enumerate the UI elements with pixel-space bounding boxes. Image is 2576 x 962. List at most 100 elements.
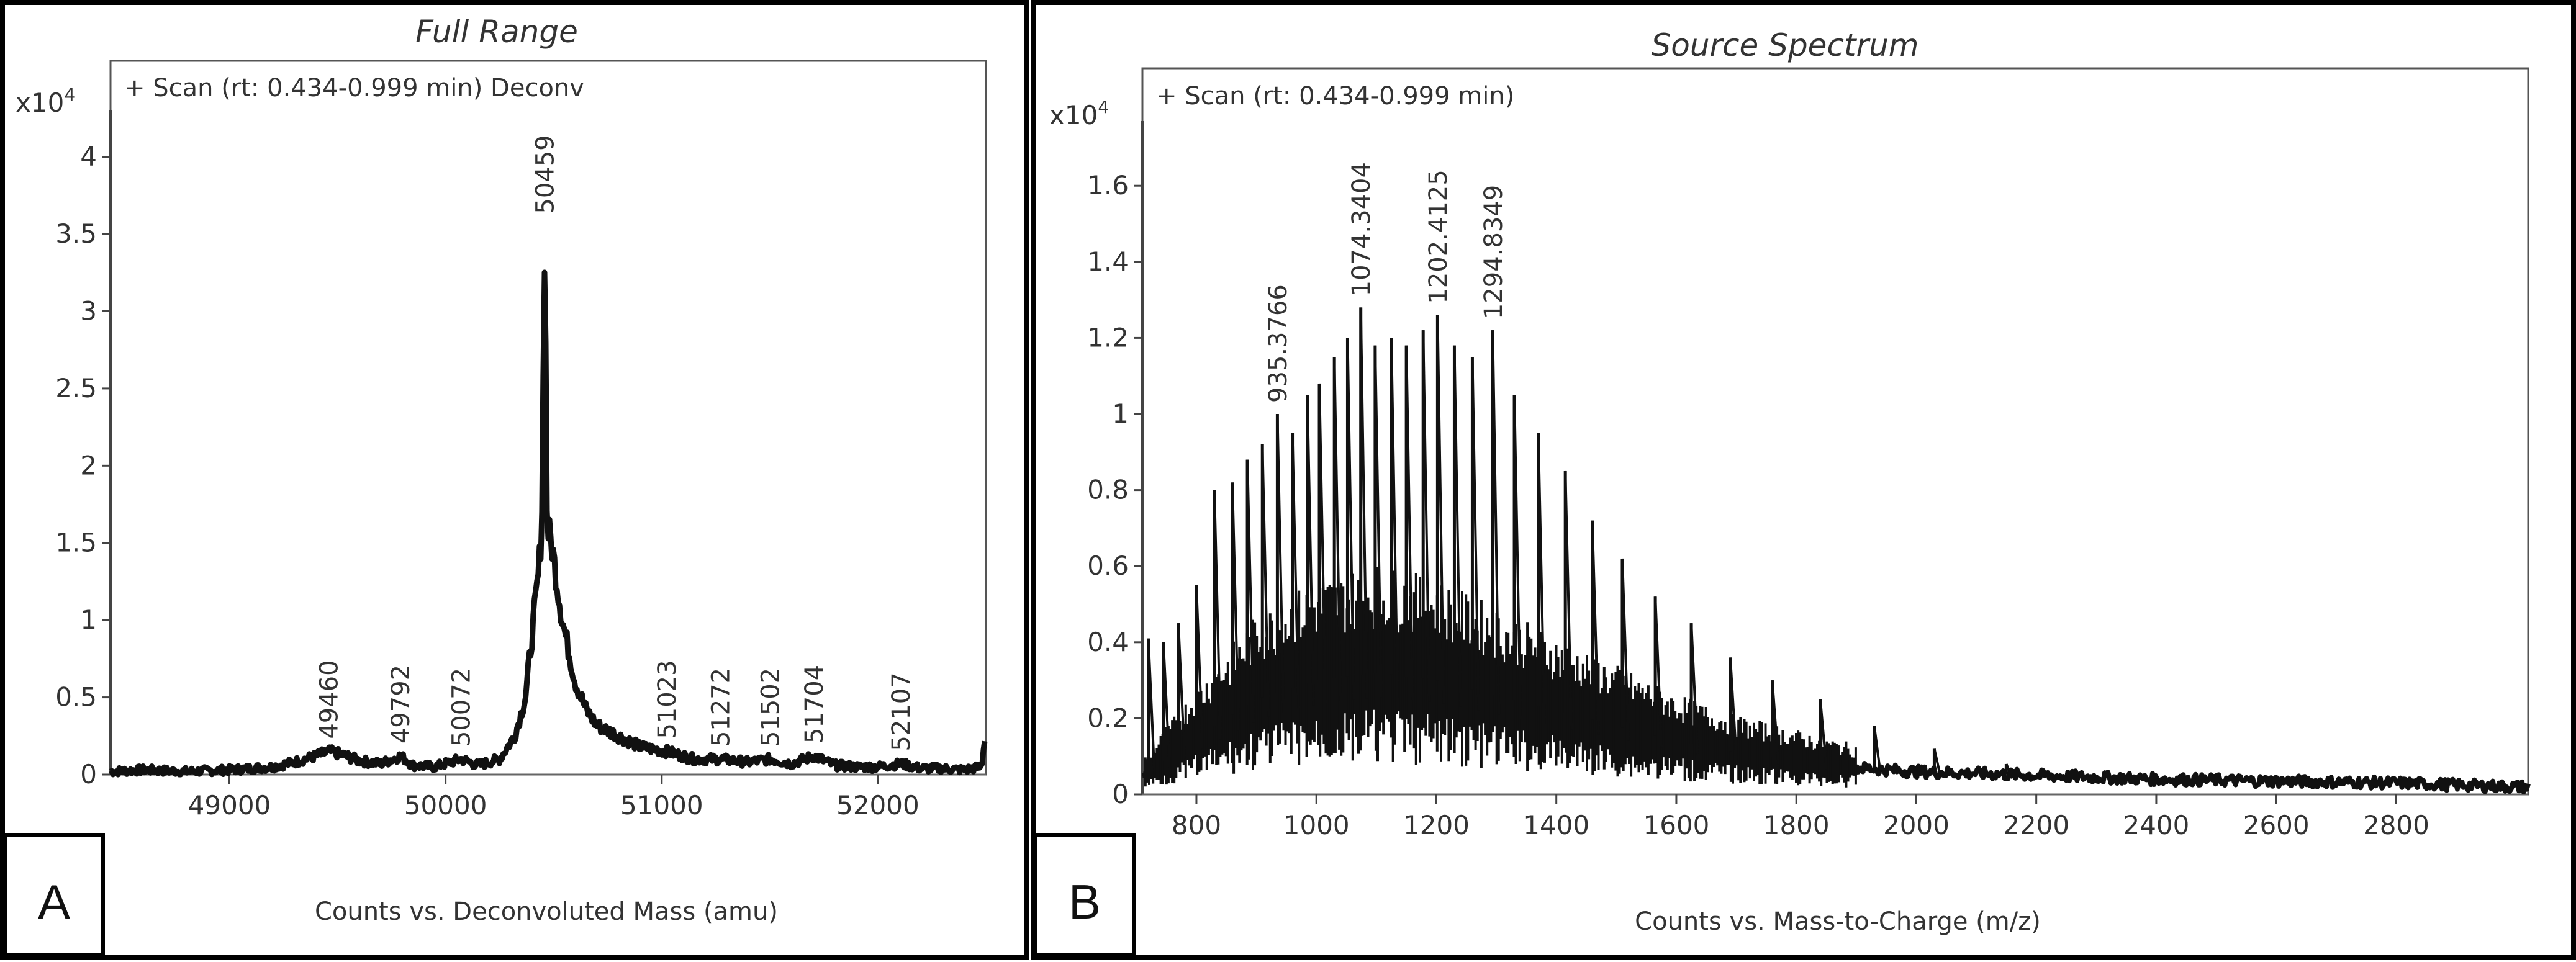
b-peak-label: 1074.3404 <box>1347 162 1376 296</box>
b-peak-label: 1294.8349 <box>1480 185 1508 319</box>
a-peak-label: 51023 <box>653 660 682 739</box>
a-peak-label: 49792 <box>387 665 415 744</box>
panel-b-peak-tail <box>1690 623 1699 755</box>
b-x-tick-label: 2200 <box>2003 810 2069 840</box>
b-y-tick-label: 1.6 <box>1087 170 1129 200</box>
b-x-tick-label: 2400 <box>2123 810 2189 840</box>
panel-b-peak-tail <box>1654 596 1663 748</box>
panel-b-peak-tail <box>1564 470 1573 730</box>
b-x-tick-label: 1600 <box>1643 810 1710 840</box>
panel-b-peak-tail <box>2005 763 2014 780</box>
panel-b-peak-tail <box>1318 383 1327 703</box>
panel-a-letter: A <box>38 874 70 929</box>
panel-a-y-multiplier-base: x10 <box>16 88 64 118</box>
panel-b-peak-tail <box>1471 357 1480 711</box>
panel-b-scan-label: + Scan (rt: 0.434-0.999 min) <box>1156 82 1514 110</box>
panel-a-x-axis-label: Counts vs. Deconvoluted Mass (amu) <box>315 897 778 926</box>
panel-b-peak-tail <box>1231 482 1240 731</box>
panel-b-peak-tail <box>1246 459 1255 723</box>
a-y-tick-label: 2.5 <box>55 373 97 403</box>
b-y-tick-label: 0 <box>1112 779 1129 809</box>
b-x-tick-label: 1200 <box>1403 810 1470 840</box>
b-x-tick-label: 800 <box>1172 810 1221 840</box>
a-x-tick-label: 51000 <box>620 790 703 820</box>
panel-b-peak-tail <box>1177 623 1186 759</box>
panel-b-peak-tail <box>1453 345 1462 707</box>
panel-b-peak-tail <box>1373 345 1383 698</box>
panel-b-peak-tail <box>1195 585 1204 749</box>
b-x-tick-label: 2800 <box>2363 810 2429 840</box>
panel-b-peak-tail <box>1261 444 1270 717</box>
panel-b-peak-tail <box>1491 330 1501 715</box>
panel-a-y-exponent: 4 <box>64 84 75 105</box>
panel-b-peak-tail <box>2095 774 2104 782</box>
panel-b-peak-tail <box>1933 748 1942 777</box>
panel-b-title: Source Spectrum <box>1651 27 1918 63</box>
panel-b: Source Spectrum + Scan (rt: 0.434-0.999 … <box>1034 27 2531 957</box>
b-y-tick-label: 0.6 <box>1087 551 1129 581</box>
panel-b-peak-tail <box>1819 699 1828 770</box>
panel-b-peak-tail <box>1359 307 1368 699</box>
a-y-tick-label: 1 <box>80 605 97 635</box>
panel-b-peak-tail <box>1620 558 1630 741</box>
panel-b-y-exponent: 4 <box>1098 97 1109 117</box>
b-y-tick-label: 1.4 <box>1087 246 1129 277</box>
panel-b-peak-tail <box>1436 315 1445 704</box>
b-y-tick-label: 1 <box>1112 398 1129 429</box>
panel-a: Full Range + Scan (rt: 0.434-0.999 min) … <box>3 14 988 957</box>
panel-b-letter-box <box>1034 833 1136 957</box>
panel-a-y-multiplier: x104 <box>16 84 75 118</box>
panel-b-peak-tail <box>1306 395 1315 706</box>
panel-b-peak-tail <box>1276 413 1285 713</box>
a-peak-label: 51502 <box>757 668 785 747</box>
a-y-tick-label: 0 <box>80 759 97 789</box>
panel-b-peak-tail <box>1147 638 1156 776</box>
panel-a-title: Full Range <box>415 14 578 50</box>
b-x-tick-label: 1000 <box>1283 810 1350 840</box>
b-x-tick-label: 1800 <box>1763 810 1830 840</box>
a-peak-label: 51272 <box>707 668 735 747</box>
panel-b-peak-tail <box>1346 338 1355 700</box>
panel-b-peak-tail <box>1771 680 1780 765</box>
a-peak-label: 51704 <box>800 665 829 744</box>
a-x-tick-label: 52000 <box>836 790 920 820</box>
panel-b-x-axis-label: Counts vs. Mass-to-Charge (m/z) <box>1635 907 2041 936</box>
panel-a-letter-box <box>3 833 105 957</box>
b-y-tick-label: 0.8 <box>1087 475 1129 505</box>
panel-b-frame <box>1031 0 2576 960</box>
a-y-tick-label: 3 <box>80 295 97 326</box>
panel-b-peak-tail <box>1291 433 1300 709</box>
panel-b-y-multiplier: x104 <box>1049 97 1109 130</box>
panel-b-letter: B <box>1069 874 1101 929</box>
panel-b-peak-tail <box>1873 726 1882 775</box>
panel-b-peak-tail <box>1729 657 1738 760</box>
panel-a-spectrum-line <box>109 269 988 778</box>
panel-b-peak-tail <box>1405 345 1414 701</box>
a-peak-label: 50459 <box>531 135 559 214</box>
a-x-tick-label: 50000 <box>404 790 487 820</box>
panel-b-peak-tail <box>1513 395 1522 719</box>
b-peak-label: 1202.4125 <box>1424 169 1453 303</box>
a-y-tick-label: 4 <box>80 142 97 172</box>
panel-b-peak-tail <box>1591 520 1600 735</box>
panel-b-peak-tail <box>1390 338 1399 699</box>
a-y-tick-label: 3.5 <box>55 218 97 249</box>
b-x-tick-label: 1400 <box>1523 810 1589 840</box>
panel-b-peak-tail <box>1162 642 1171 768</box>
a-peak-label: 50072 <box>448 668 476 747</box>
panel-a-frame <box>0 0 1029 960</box>
b-x-tick-label: 2000 <box>1883 810 1950 840</box>
panel-b-peak-tail <box>1537 433 1546 724</box>
panel-b-peak-tail <box>1213 490 1222 740</box>
a-y-tick-label: 1.5 <box>55 528 97 558</box>
b-peak-label: 935.3766 <box>1264 284 1293 403</box>
panel-b-peak-tail <box>1422 330 1431 702</box>
b-y-tick-label: 0.2 <box>1087 703 1129 733</box>
a-peak-label: 52107 <box>887 672 916 751</box>
a-x-tick-label: 49000 <box>188 790 271 820</box>
b-y-tick-label: 0.4 <box>1087 627 1129 657</box>
a-y-tick-label: 0.5 <box>55 682 97 713</box>
panel-a-scan-label: + Scan (rt: 0.434-0.999 min) Deconv <box>124 74 584 102</box>
panel-b-peak-tail <box>1333 357 1342 701</box>
